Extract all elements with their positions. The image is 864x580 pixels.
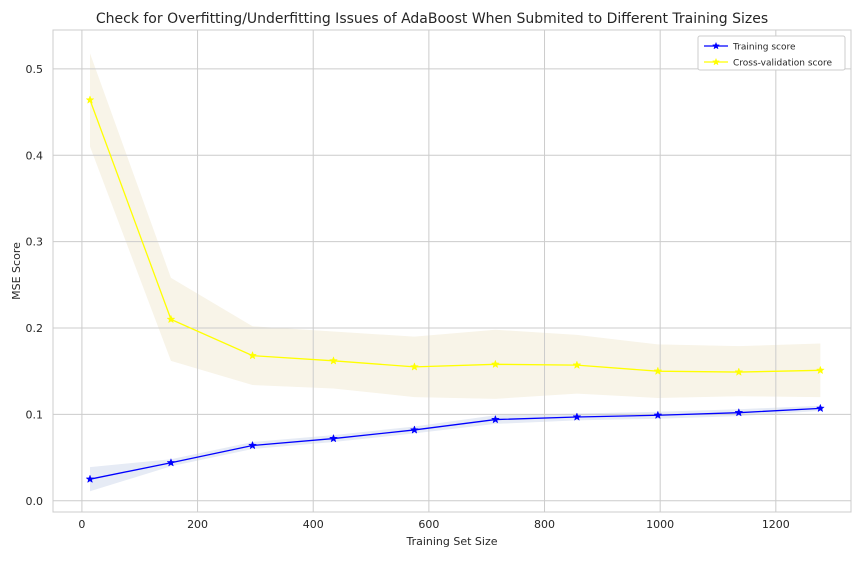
x-tick-label: 1200 (762, 518, 790, 531)
x-tick-label: 600 (418, 518, 439, 531)
chart-title: Check for Overfitting/Underfitting Issue… (96, 11, 768, 27)
y-tick-label: 0.4 (26, 149, 44, 162)
series-1-point (409, 362, 419, 371)
x-tick-label: 200 (187, 518, 208, 531)
series-0-point (653, 410, 663, 420)
legend-label-1: Cross-validation score (733, 59, 832, 69)
series-1-point (572, 360, 582, 369)
series-1-point (85, 95, 95, 104)
band-series-0 (90, 405, 821, 492)
series-line-1 (89, 99, 821, 373)
series-0-point (166, 458, 176, 467)
legend-marker-0 (711, 41, 721, 50)
series-1-point (653, 366, 663, 376)
x-axis-label: Training Set Size (405, 535, 497, 548)
series-lines (89, 99, 821, 480)
x-tick-label: 800 (534, 518, 555, 531)
y-tick-label: 0.2 (26, 322, 44, 335)
series-markers (85, 95, 825, 483)
x-tick-label: 400 (303, 518, 324, 531)
series-1-point (815, 365, 825, 375)
x-tick-label: 1000 (646, 518, 674, 531)
series-1-point (490, 359, 500, 369)
series-1-point (734, 367, 744, 376)
series-1-point (248, 350, 257, 360)
series-line-0 (89, 407, 821, 480)
series-0-point (328, 433, 338, 443)
band-series-1 (90, 53, 821, 399)
series-0-point (248, 440, 257, 450)
plot-area-frame (52, 29, 852, 513)
x-axis-ticks: 0 200 400 600 800 1000 1200 (78, 518, 789, 531)
grid-lines (53, 30, 851, 512)
series-0-point (409, 425, 419, 434)
legend-label-0: Training score (732, 43, 796, 53)
y-tick-label: 0.5 (26, 63, 44, 76)
legend-marker-1 (711, 57, 721, 66)
series-0-point (815, 403, 825, 413)
y-axis-ticks: 0.0 0.1 0.2 0.3 0.4 0.5 (26, 63, 44, 508)
series-0-point (734, 407, 744, 417)
series-0-point (85, 474, 95, 483)
x-tick-label: 0 (78, 518, 85, 531)
y-tick-label: 0.3 (26, 236, 44, 249)
confidence-bands (90, 53, 821, 492)
series-0-point (572, 412, 582, 421)
y-tick-label: 0.1 (26, 408, 44, 421)
legend-frame (697, 35, 846, 71)
series-1-point (166, 314, 176, 324)
y-axis-label: MSE Score (10, 242, 23, 300)
y-tick-label: 0.0 (26, 495, 44, 508)
series-1-point (328, 356, 338, 365)
legend: Training score Cross-validation score (697, 35, 846, 71)
series-0-point (490, 414, 500, 424)
